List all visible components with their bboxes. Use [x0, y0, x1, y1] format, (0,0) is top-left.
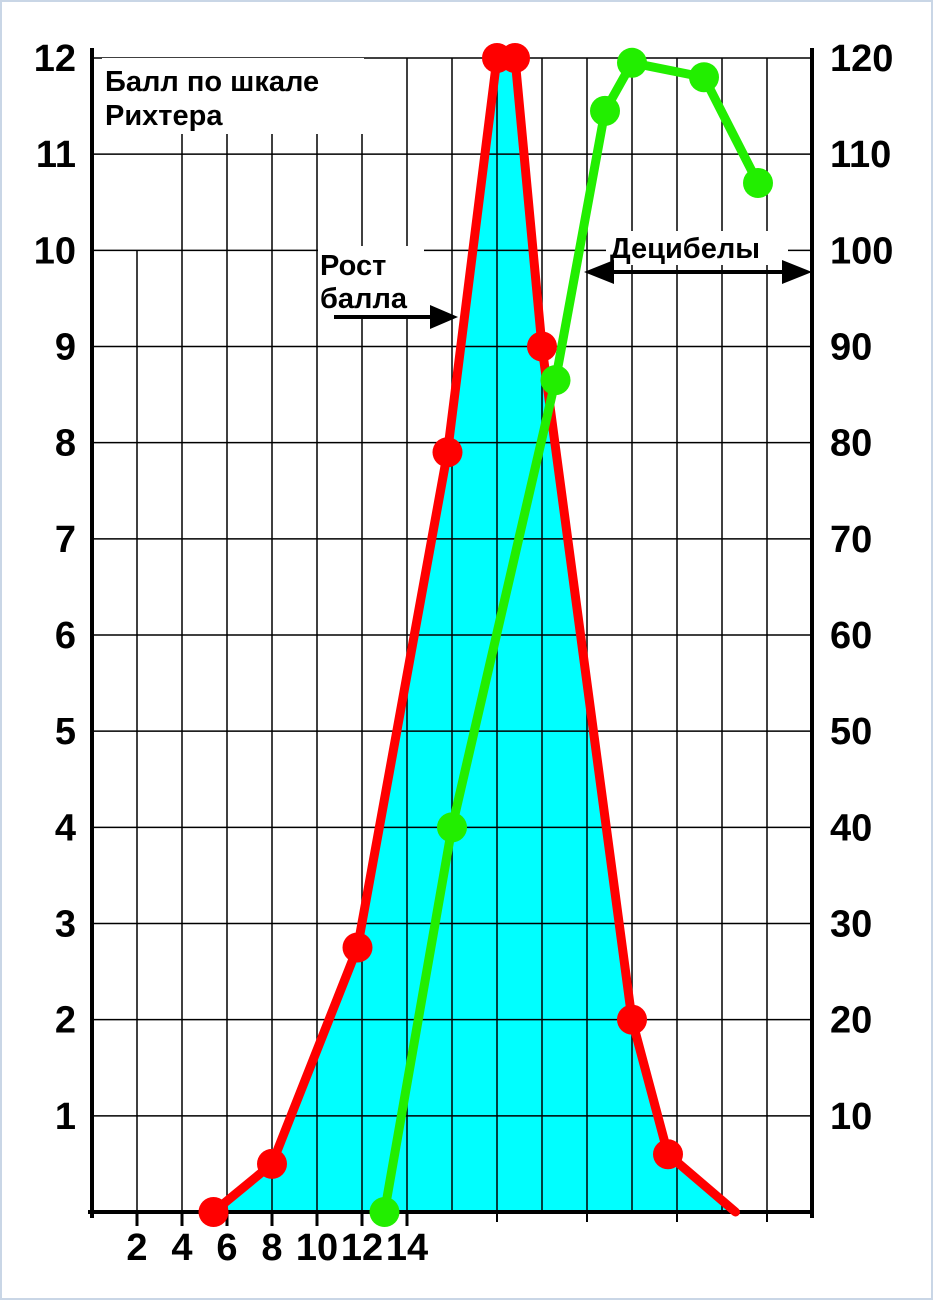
series-0-point: [198, 1197, 229, 1227]
decibels-label: Децибелы: [610, 233, 760, 265]
annotation-layer: Балл по шкале Рихтера Рост балла Децибел…: [102, 58, 812, 329]
y-left-tick-label: 9: [55, 327, 76, 369]
series-0-point: [617, 1004, 647, 1035]
left-axis-label-line-2: Рихтера: [105, 100, 223, 132]
series-1-point: [590, 95, 620, 126]
x-tick-label: 2: [126, 1227, 147, 1269]
y-left-tick-label: 4: [55, 807, 76, 849]
y-left-tick-label: 3: [55, 904, 76, 946]
x-tick-label: 8: [261, 1227, 282, 1269]
y-left-tick-label: 1: [55, 1096, 76, 1138]
growth-label-background: [318, 246, 424, 318]
y-left-tick-label: 6: [55, 615, 76, 657]
y-right-tick-label: 120: [830, 38, 893, 80]
y-right-tick-label: 80: [830, 423, 872, 465]
label-layer: 2 4 6 8 10 12 14123456789101112102030405060708…: [34, 38, 894, 1269]
x-tick-label: 4: [171, 1227, 192, 1269]
y-right-tick-label: 70: [830, 519, 872, 561]
y-right-tick-label: 40: [830, 807, 872, 849]
series-0-point: [342, 932, 373, 963]
series-1-point: [743, 168, 773, 199]
y-right-tick-label: 50: [830, 711, 872, 753]
series-1-point: [689, 62, 719, 93]
x-tick-label: 12: [341, 1227, 383, 1269]
y-right-tick-label: 110: [830, 134, 891, 176]
series-1-point: [437, 812, 467, 843]
x-tick-label: 6: [216, 1227, 237, 1269]
axis-label-background: [102, 58, 364, 134]
y-right-tick-label: 20: [830, 1000, 872, 1042]
left-axis-label-line-1: Балл по шкале: [105, 66, 319, 98]
growth-arrow: [334, 305, 458, 329]
series-1-point: [369, 1197, 400, 1227]
y-left-tick-label: 12: [34, 38, 76, 80]
x-tick-label: 10: [296, 1227, 338, 1269]
y-right-tick-label: 100: [830, 230, 893, 272]
series-0-point: [500, 43, 530, 73]
series-layer: [198, 43, 773, 1227]
y-right-tick-label: 30: [830, 904, 872, 946]
y-right-tick-label: 10: [830, 1096, 872, 1138]
y-left-tick-label: 5: [55, 711, 76, 753]
series-0-point: [527, 331, 557, 362]
series-1-point: [617, 47, 647, 78]
decibels-label-background: [606, 231, 788, 265]
decibels-arrow: [584, 260, 812, 284]
y-right-tick-label: 90: [830, 327, 872, 369]
y-left-tick-label: 11: [36, 134, 76, 176]
growth-label-line-2: балла: [320, 283, 408, 315]
y-left-tick-label: 2: [55, 1000, 76, 1042]
y-left-tick-label: 7: [55, 519, 76, 561]
axis-layer: [88, 48, 814, 1226]
series-0-point: [432, 437, 463, 468]
y-right-tick-label: 60: [830, 615, 872, 657]
series-1-point: [540, 365, 571, 396]
y-left-tick-label: 8: [55, 423, 76, 465]
y-left-tick-label: 10: [34, 230, 76, 272]
growth-label-line-1: Рост: [320, 250, 386, 282]
series-0-point: [653, 1139, 683, 1170]
series-0-point: [257, 1148, 287, 1179]
x-tick-label: 14: [386, 1227, 428, 1269]
